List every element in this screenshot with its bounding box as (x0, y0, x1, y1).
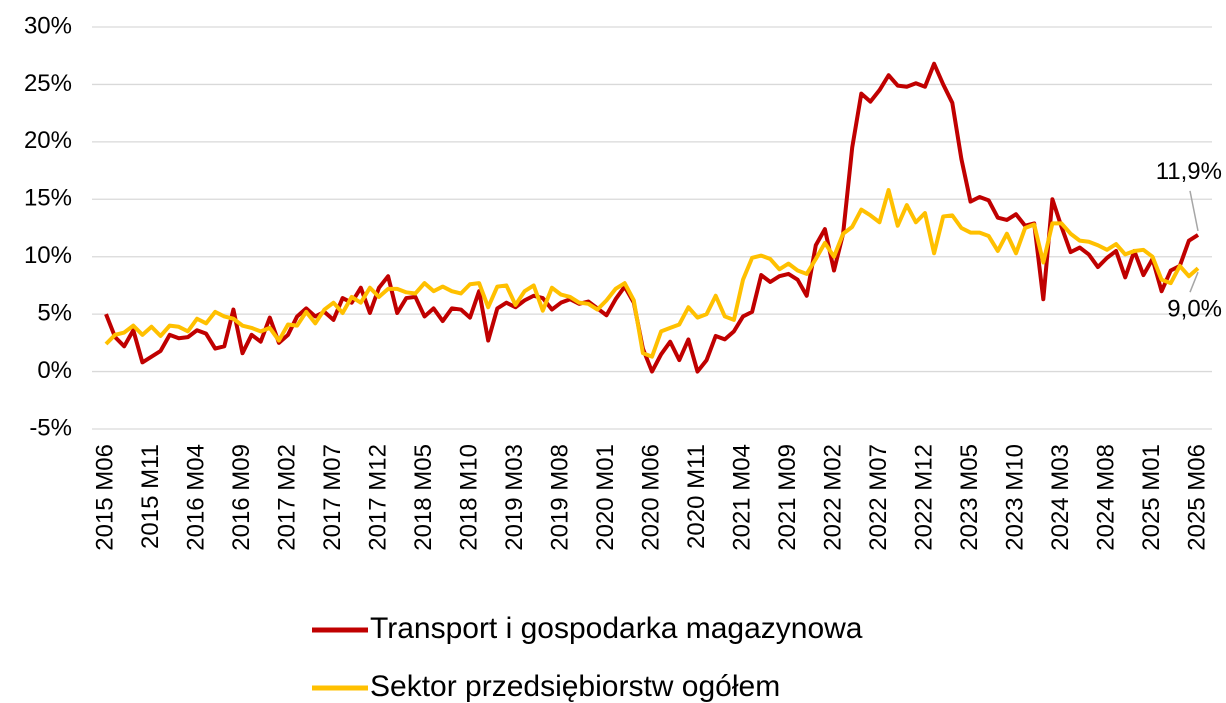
x-tick-label: 2023 M10 (1001, 444, 1028, 551)
series-line (104, 61, 1200, 374)
y-tick-label: 20% (24, 127, 72, 154)
x-tick-label: 2019 M08 (546, 444, 573, 551)
y-tick-label: 25% (24, 70, 72, 97)
series-line (104, 188, 1200, 359)
y-tick-label: 30% (24, 12, 72, 39)
x-tick-label: 2016 M04 (182, 444, 209, 551)
x-tick-label: 2017 M02 (273, 444, 300, 551)
end-label: 11,9% (1156, 158, 1222, 185)
x-tick-label: 2021 M09 (774, 444, 801, 551)
x-tick-label: 2015 M06 (91, 444, 118, 551)
x-tick-label: 2020 M01 (592, 444, 619, 551)
x-tick-label: 2025 M06 (1183, 444, 1210, 551)
x-tick-label: 2018 M10 (455, 444, 482, 551)
x-tick-label: 2025 M01 (1138, 444, 1165, 551)
x-tick-label: 2022 M07 (865, 444, 892, 551)
y-tick-label: 10% (24, 242, 72, 269)
x-tick-label: 2019 M03 (501, 444, 528, 551)
x-tick-label: 2021 M04 (728, 444, 755, 551)
x-tick-label: 2015 M11 (137, 444, 164, 549)
x-tick-label: 2022 M12 (910, 444, 937, 551)
x-tick-label: 2016 M09 (228, 444, 255, 551)
y-tick-label: 15% (24, 185, 72, 212)
x-tick-label: 2020 M06 (637, 444, 664, 551)
x-tick-label: 2017 M07 (319, 444, 346, 551)
y-tick-label: 5% (37, 299, 72, 326)
x-tick-label: 2017 M12 (364, 444, 391, 551)
end-label: 9,0% (1167, 296, 1222, 323)
x-tick-label: 2024 M08 (1092, 444, 1119, 551)
x-tick-label: 2020 M11 (683, 444, 710, 549)
x-tick-label: 2024 M03 (1047, 444, 1074, 551)
y-tick-label: 0% (37, 357, 72, 384)
legend-label: Sektor przedsiębiorstw ogółem (370, 670, 780, 703)
x-tick-label: 2018 M05 (410, 444, 437, 551)
x-tick-label: 2023 M05 (956, 444, 983, 551)
leader-line (1189, 271, 1199, 293)
legend-label: Transport i gospodarka magazynowa (370, 612, 863, 645)
leader-line (1189, 190, 1199, 232)
y-tick-label: -5% (29, 414, 72, 441)
x-tick-label: 2022 M02 (819, 444, 846, 551)
